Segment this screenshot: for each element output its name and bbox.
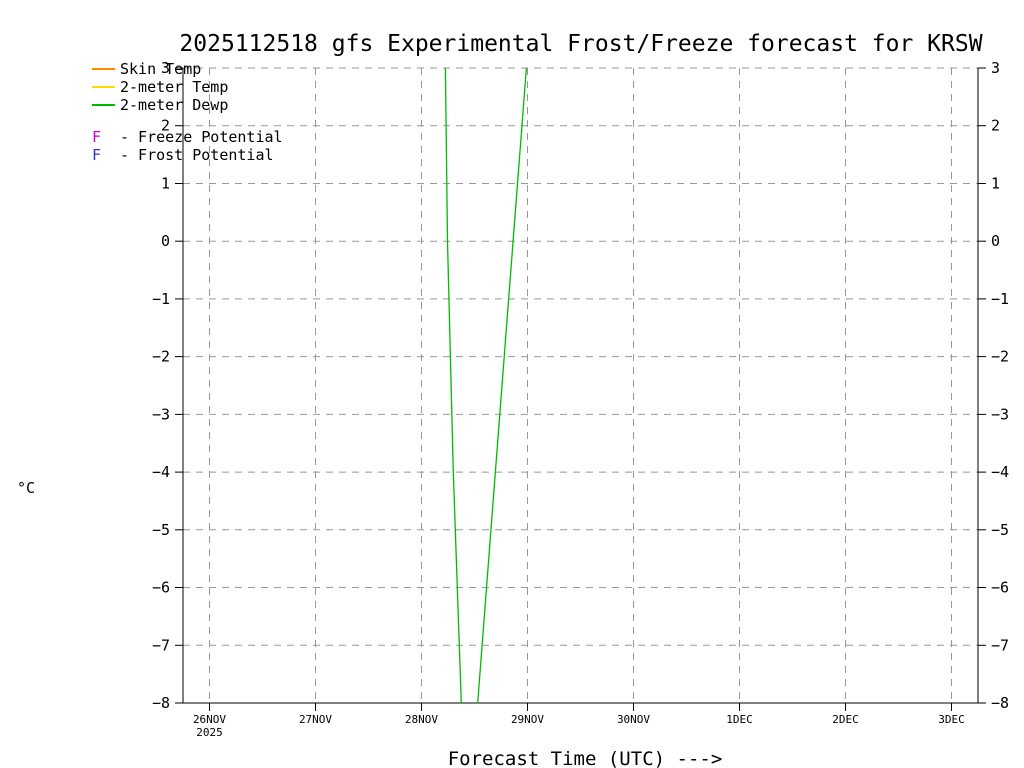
y-tick-label-left: −5 bbox=[152, 521, 170, 539]
y-tick-label-left: 0 bbox=[161, 232, 170, 250]
y-tick-label-right: 1 bbox=[991, 175, 1000, 193]
y-tick-label-left: −8 bbox=[152, 694, 170, 712]
x-tick-label: 1DEC bbox=[726, 713, 753, 726]
y-tick-label-left: −1 bbox=[152, 290, 170, 308]
y-tick-label-right: −5 bbox=[991, 521, 1009, 539]
y-tick-label-right: −4 bbox=[991, 463, 1009, 481]
y-tick-label-right: −3 bbox=[991, 405, 1009, 423]
legend-gap bbox=[92, 114, 283, 128]
x-tick-label: 30NOV bbox=[617, 713, 650, 726]
y-tick-label-right: −7 bbox=[991, 636, 1009, 654]
legend-item-2m-temp: 2-meter Temp bbox=[92, 78, 283, 96]
legend-item-2m-dewp: 2-meter Dewp bbox=[92, 96, 283, 114]
y-tick-label-right: 3 bbox=[991, 59, 1000, 77]
y-axis-title: °C bbox=[17, 479, 36, 497]
x-tick-label: 27NOV bbox=[299, 713, 332, 726]
y-tick-label-right: 0 bbox=[991, 232, 1000, 250]
y-tick-label-left: −6 bbox=[152, 579, 170, 597]
legend-label-2m-dewp: 2-meter Dewp bbox=[120, 96, 229, 114]
legend-label-2m-temp: 2-meter Temp bbox=[120, 78, 229, 96]
y-tick-label-left: −4 bbox=[152, 463, 170, 481]
y-tick-label-right: −1 bbox=[991, 290, 1009, 308]
legend-item-skin-temp: Skin Temp bbox=[92, 60, 283, 78]
y-tick-label-right: −6 bbox=[991, 579, 1009, 597]
x-axis-title: Forecast Time (UTC) ---> bbox=[447, 748, 723, 768]
x-tick-label: 2DEC bbox=[832, 713, 859, 726]
skin-temp-line-swatch bbox=[92, 68, 115, 70]
legend-item-frost-potential: F - Frost Potential bbox=[92, 146, 283, 164]
x-tick-label: 28NOV bbox=[405, 713, 438, 726]
y-tick-label-left: 1 bbox=[161, 175, 170, 193]
y-tick-label-left: −2 bbox=[152, 348, 170, 366]
x-year-label: 2025 bbox=[196, 726, 223, 739]
y-tick-label-left: −7 bbox=[152, 636, 170, 654]
legend-item-freeze-potential: F - Freeze Potential bbox=[92, 128, 283, 146]
series-2-meter-dewp bbox=[477, 67, 528, 704]
x-tick-label: 26NOV bbox=[193, 713, 226, 726]
2m-temp-line-swatch bbox=[92, 86, 115, 88]
y-tick-label-right: 2 bbox=[991, 117, 1000, 135]
y-tick-label-left: 2 bbox=[161, 117, 170, 135]
frost-potential-symbol: F bbox=[92, 146, 102, 164]
chart-title: 2025112518 gfs Experimental Frost/Freeze… bbox=[179, 31, 983, 57]
legend-label-frost-potential: - Frost Potential bbox=[120, 146, 274, 164]
x-tick-label: 29NOV bbox=[511, 713, 544, 726]
y-tick-label-left: 3 bbox=[161, 59, 170, 77]
2m-dewp-line-swatch bbox=[92, 104, 115, 106]
y-tick-label-right: −2 bbox=[991, 348, 1009, 366]
legend-label-skin-temp: Skin Temp bbox=[120, 60, 202, 78]
x-tick-label: 3DEC bbox=[938, 713, 965, 726]
y-tick-label-left: −3 bbox=[152, 405, 170, 423]
y-tick-label-right: −8 bbox=[991, 694, 1009, 712]
series-2-meter-dewp bbox=[444, 67, 462, 704]
freeze-potential-symbol: F bbox=[92, 128, 102, 146]
legend-label-freeze-potential: - Freeze Potential bbox=[120, 128, 283, 146]
legend: Skin Temp 2-meter Temp 2-meter Dewp F - … bbox=[92, 60, 283, 164]
